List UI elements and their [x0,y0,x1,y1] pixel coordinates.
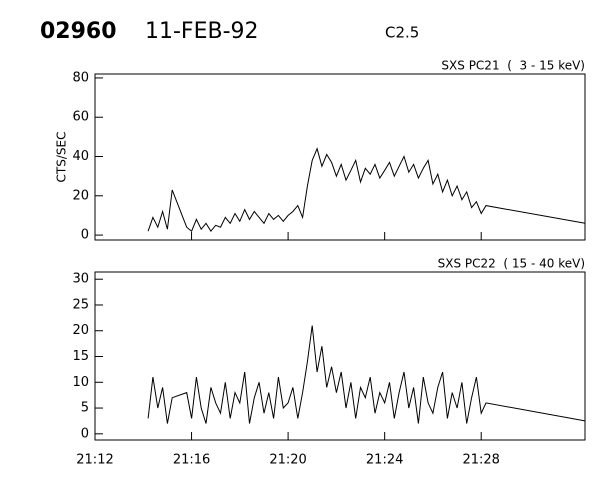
y-tick-label: 10 [72,375,89,390]
y-tick-label: 5 [81,401,89,416]
data-line [147,325,586,424]
x-tick-label: 21:24 [366,453,403,468]
flare-class: C2.5 [385,24,419,42]
y-tick-label: 0 [81,426,89,441]
event-date: 11-FEB-92 [145,19,259,44]
y-tick-label: 40 [72,149,89,164]
y-tick-label: 20 [72,323,89,338]
y-tick-label: 0 [81,228,89,243]
x-tick-label: 21:12 [76,453,113,468]
y-axis-label: CTS/SEC [55,132,69,183]
x-tick-label: 21:20 [269,453,306,468]
panel-title: SXS PC22 ( 15 - 40 keV) [438,257,585,271]
x-tick-label: 21:16 [173,453,210,468]
y-tick-label: 25 [72,297,89,312]
x-tick-label: 21:28 [462,453,499,468]
event-id: 02960 [40,19,117,44]
y-tick-label: 60 [72,110,89,125]
y-tick-label: 15 [72,349,89,364]
data-line [147,147,586,233]
y-tick-label: 80 [72,70,89,85]
y-tick-label: 20 [72,188,89,203]
y-tick-label: 30 [72,272,89,287]
panel-title: SXS PC21 ( 3 - 15 keV) [441,59,585,73]
plot-frame [94,271,586,441]
